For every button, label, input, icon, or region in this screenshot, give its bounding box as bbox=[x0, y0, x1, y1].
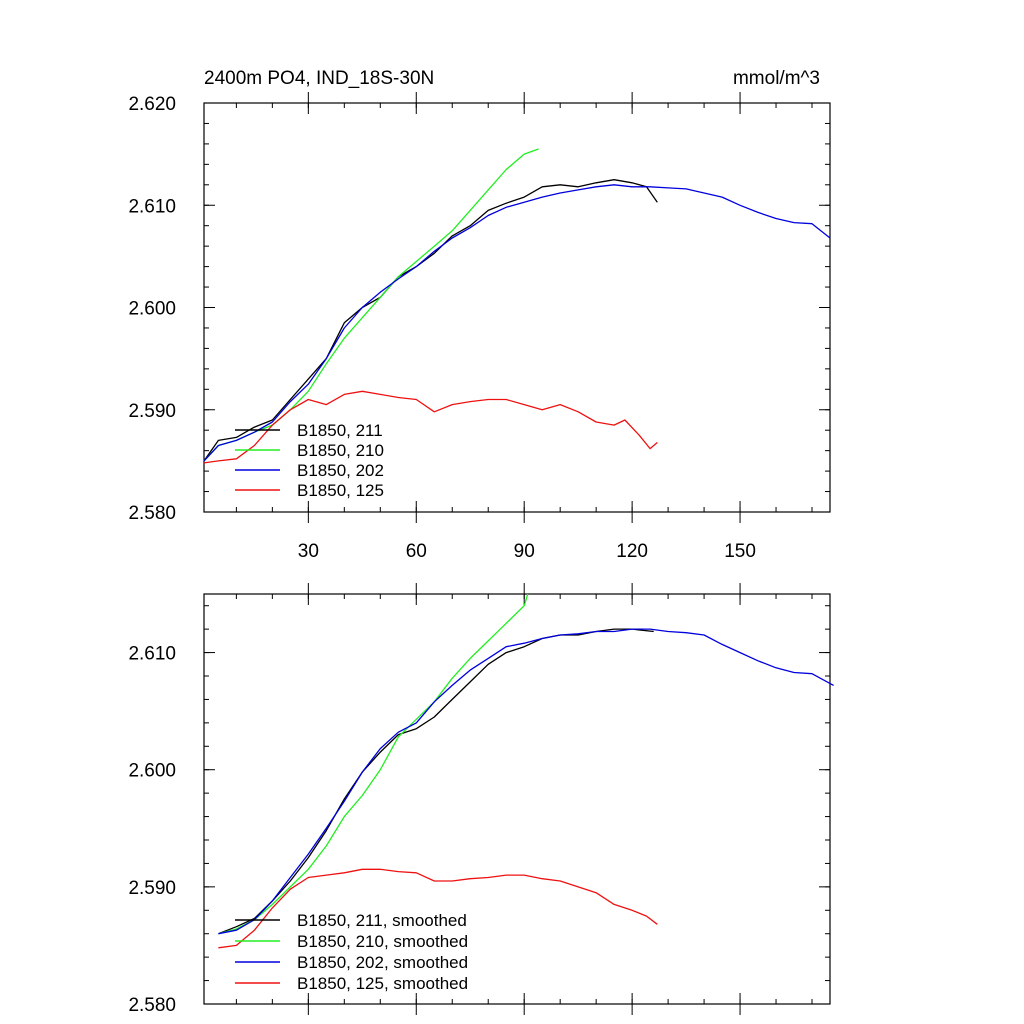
x-tick-label: 90 bbox=[514, 541, 535, 562]
series-line-b1850-211 bbox=[218, 628, 654, 935]
plot-frame bbox=[203, 593, 831, 1005]
y-tick-label: 2.580 bbox=[128, 995, 176, 1016]
legend-label: B1850, 210, smoothed bbox=[297, 932, 468, 951]
top-panel: 2.580 2.590 2.600 2.610 2.620 30 60 90 120 150 B18… bbox=[128, 92, 831, 562]
legend-label: B1850, 202 bbox=[297, 461, 384, 480]
legend-label: B1850, 125, smoothed bbox=[297, 974, 468, 993]
y-tick-label: 2.620 bbox=[128, 94, 176, 115]
series-line-b1850-202 bbox=[218, 628, 834, 935]
legend-label: B1850, 211 bbox=[297, 421, 383, 440]
series-line-b1850-125 bbox=[203, 390, 658, 464]
y-tick-label: 2.610 bbox=[128, 644, 176, 665]
legend-label: B1850, 202, smoothed bbox=[297, 953, 468, 972]
y-tick-label: 2.610 bbox=[128, 196, 176, 217]
chart-title: 2400m PO4, IND_18S-30N bbox=[204, 68, 434, 89]
series-line-b1850-202 bbox=[203, 184, 831, 462]
series-line-b1850-211 bbox=[203, 179, 658, 462]
series-line-b1850-210 bbox=[218, 593, 529, 935]
x-tick-label: 30 bbox=[298, 541, 319, 562]
legend-label: B1850, 210 bbox=[297, 441, 384, 460]
x-tick-label: 60 bbox=[406, 541, 427, 562]
legend-label: B1850, 211, smoothed bbox=[297, 911, 467, 930]
series-line-b1850-210 bbox=[203, 148, 539, 462]
legend-label: B1850, 125 bbox=[297, 481, 384, 500]
series-line-b1850-125 bbox=[218, 868, 658, 949]
units-label: mmol/m^3 bbox=[733, 68, 820, 89]
x-tick-label: 120 bbox=[616, 541, 648, 562]
y-tick-label: 2.600 bbox=[128, 761, 176, 782]
y-tick-label: 2.590 bbox=[128, 401, 176, 422]
x-tick-label: 150 bbox=[724, 541, 756, 562]
y-tick-label: 2.600 bbox=[128, 299, 176, 320]
y-tick-label: 2.580 bbox=[128, 503, 176, 524]
bottom-panel: 2.580 2.590 2.600 2.610 B1850, 211, smoothed… bbox=[128, 583, 834, 1016]
y-tick-label: 2.590 bbox=[128, 878, 176, 899]
